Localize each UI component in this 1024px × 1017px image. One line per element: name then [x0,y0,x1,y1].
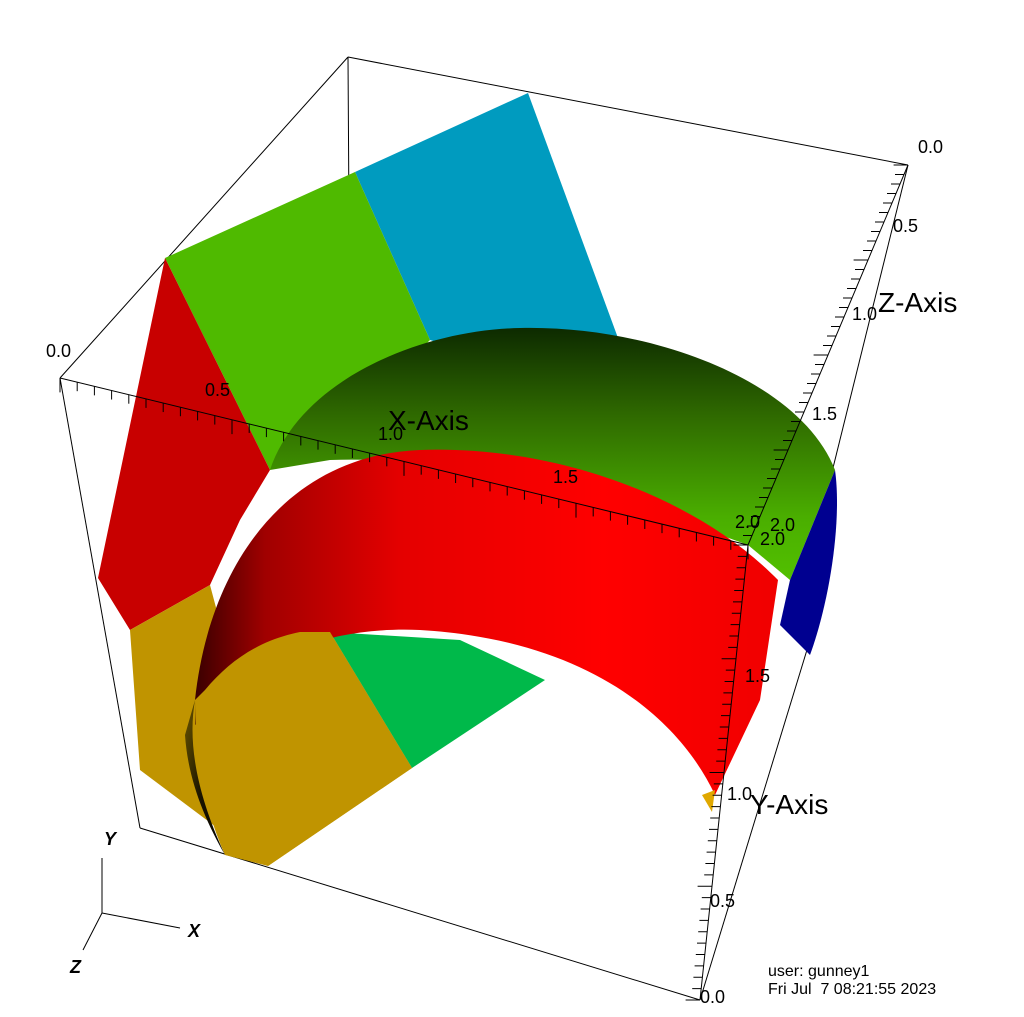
y-tick-3: 1.5 [745,666,770,686]
y-tick-4: 2.0 [760,529,785,549]
z-tick-1: 0.5 [893,216,918,236]
z-axis-title: Z-Axis [878,287,957,318]
orientation-triad [82,858,181,951]
triad-z-label: Z [69,957,82,977]
triad-x-label: X [187,921,201,941]
date-label: Fri Jul 7 08:21:55 2023 [768,981,937,998]
gold-sliver [702,790,715,812]
y-tick-0: 0.0 [700,987,725,1007]
red-plane [98,258,270,630]
x-axis-ticks [59,378,749,560]
z-tick-0: 0.0 [918,137,943,157]
gold-under-arch [195,632,412,866]
z-axis-ticks [733,164,908,546]
y-axis-title: Y-Axis [750,789,828,820]
y-tick-2: 1.0 [727,784,752,804]
arch-left-edge [185,700,225,855]
user-info: user: gunney1 Fri Jul 7 08:21:55 2023 [768,963,936,999]
x-tick-3: 1.5 [553,467,578,487]
cyan-plane [355,93,618,350]
x-axis-title: X-Axis [388,405,469,436]
x-tick-2: 1.0 [378,424,403,444]
user-label: user: gunney1 [768,963,870,980]
x-tick-0: 0.0 [46,341,71,361]
x-tick-4: 2.0 [735,512,760,532]
navy-edge [780,470,838,655]
triad-y-label: Y [104,829,118,849]
x-tick-1: 0.5 [205,380,230,400]
z-tick-2: 1.0 [852,304,877,324]
z-tick-4: 2.0 [770,515,795,535]
red-arch [195,449,778,795]
z-tick-3: 1.5 [812,404,837,424]
emerald-plane [330,632,545,768]
y-tick-1: 0.5 [710,891,735,911]
green-plane [165,172,430,470]
